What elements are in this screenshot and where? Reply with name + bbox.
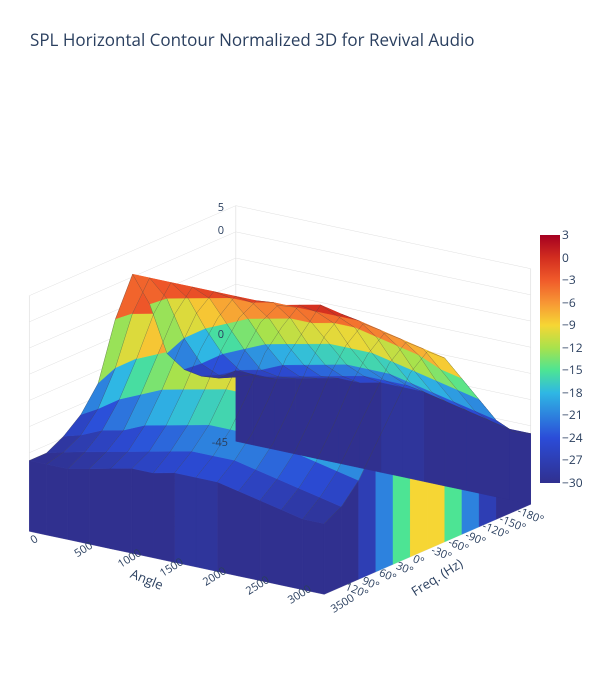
colorbar-tick: −3 — [562, 274, 576, 286]
axis-tick: 0 — [218, 327, 224, 342]
colorbar-ticks: 30−3−6−9−12−15−18−21−24−27−30 — [562, 235, 600, 483]
colorbar: 30−3−6−9−12−15−18−21−24−27−30 — [540, 235, 560, 483]
colorbar-tick: −24 — [562, 432, 583, 444]
colorbar-tick: −18 — [562, 387, 583, 399]
colorbar-tick: −12 — [562, 342, 583, 354]
colorbar-tick: −30 — [562, 477, 583, 489]
colorbar-tick: −27 — [562, 454, 583, 466]
colorbar-gradient — [540, 235, 560, 483]
colorbar-tick: −15 — [562, 364, 583, 376]
surface-svg — [20, 100, 560, 660]
axis-tick: 0 — [218, 223, 224, 238]
colorbar-tick: −6 — [562, 297, 576, 309]
colorbar-tick: 0 — [562, 252, 569, 264]
colorbar-tick: −21 — [562, 409, 583, 421]
axis-tick: -45 — [212, 435, 228, 450]
page-title: SPL Horizontal Contour Normalized 3D for… — [30, 28, 475, 51]
surface-3d-plot[interactable] — [20, 100, 560, 660]
axis-tick: 5 — [218, 200, 224, 215]
colorbar-tick: 3 — [562, 229, 569, 241]
colorbar-tick: −9 — [562, 319, 576, 331]
